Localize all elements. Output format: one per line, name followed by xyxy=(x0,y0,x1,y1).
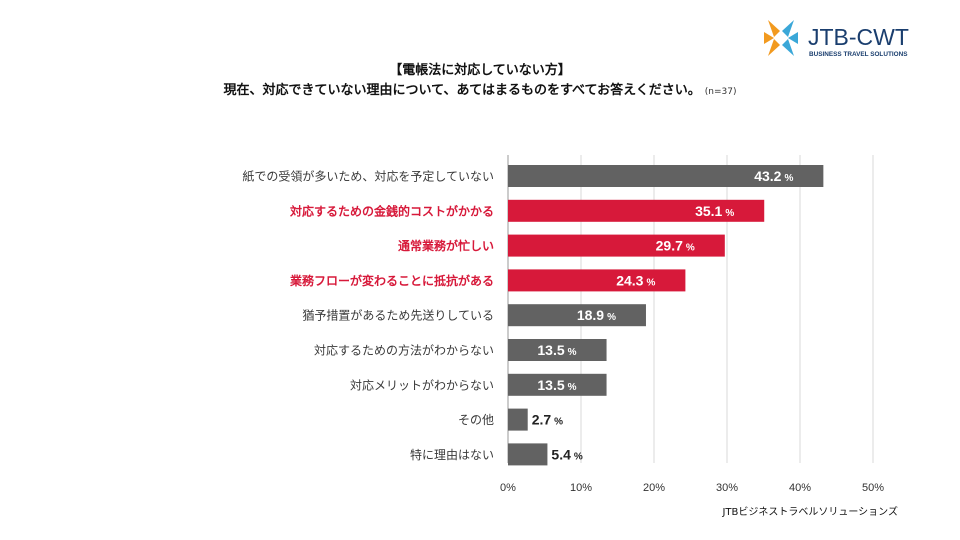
x-tick-label: 20% xyxy=(643,482,665,494)
bar-value-label: 24.3% xyxy=(616,272,655,288)
bar xyxy=(508,373,607,396)
bar-value-label: 5.4% xyxy=(551,446,582,462)
jtb-cwt-logo-icon xyxy=(764,20,798,56)
x-tick-label: 30% xyxy=(716,482,738,494)
bar xyxy=(508,269,686,292)
category-label: その他 xyxy=(458,413,494,427)
bar xyxy=(508,304,646,327)
bar-value-label: 35.1% xyxy=(695,203,734,219)
bar-value-label: 13.5% xyxy=(537,342,576,358)
bar-value-label: 13.5% xyxy=(537,377,576,393)
x-tick-label: 0% xyxy=(500,482,516,494)
chart-title-text: 現在、対応できていない理由について、あてはまるものをすべてお答えください。 xyxy=(223,83,701,98)
jtb-cwt-logo: JTB-CWT BUSINESS TRAVEL SOLUTIONS xyxy=(764,20,909,58)
bar xyxy=(508,234,725,257)
bar-value-label: 18.9% xyxy=(577,307,616,323)
bar xyxy=(508,339,607,361)
footer-credit: JTBビジネストラベルソリューションズ xyxy=(722,507,898,518)
bar-value-label: 43.2% xyxy=(754,168,793,184)
chart-title-line2: 現在、対応できていない理由について、あてはまるものをすべてお答えください。 (n=… xyxy=(0,79,960,98)
bar-value-label: 2.7% xyxy=(532,412,563,428)
x-tick-label: 40% xyxy=(789,482,811,494)
x-tick-label: 50% xyxy=(862,482,884,494)
category-label: 対応メリットがわからない xyxy=(350,377,494,392)
x-tick-label: 10% xyxy=(570,482,592,494)
bar-value-label: 29.7% xyxy=(656,238,695,254)
category-label: 紙での受領が多いため、対応を予定していない xyxy=(242,169,494,184)
bar xyxy=(508,199,765,222)
category-label: 対応するための金銭的コストがかかる xyxy=(289,203,494,218)
logo-tagline: BUSINESS TRAVEL SOLUTIONS xyxy=(809,51,908,58)
bar xyxy=(508,408,528,431)
bar xyxy=(508,443,548,466)
category-label: 業務フローが変わることに抵抗がある xyxy=(289,273,494,288)
sample-size-note: (n=37) xyxy=(704,87,737,97)
category-label: 特に理由はない xyxy=(410,447,494,462)
category-label: 対応するための方法がわからない xyxy=(314,343,494,358)
logo-name: JTB-CWT xyxy=(808,24,909,50)
chart-title-line1: 【電帳法に対応していない方】 xyxy=(389,63,571,78)
bar xyxy=(508,165,824,187)
category-label: 猶予措置があるため先送りしている xyxy=(302,308,494,323)
category-label: 通常業務が忙しい xyxy=(398,238,494,253)
